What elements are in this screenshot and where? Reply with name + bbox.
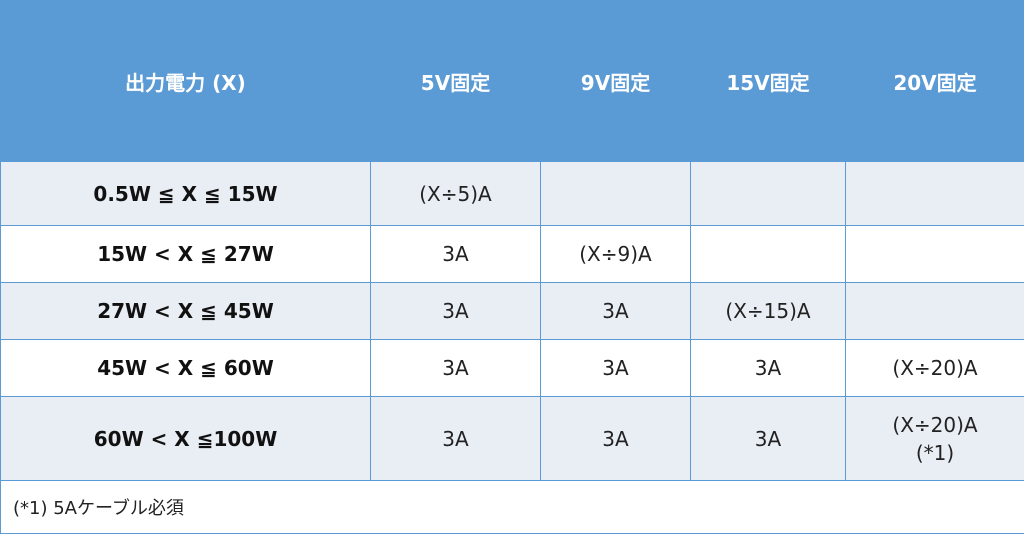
- cell-line: (*1): [915, 440, 955, 465]
- header-cell: 9V固定: [540, 0, 691, 162]
- row-label: 15W < X ≦ 27W: [0, 225, 371, 283]
- cell-line: (X÷20)A: [892, 412, 978, 437]
- cell: 3A: [690, 339, 846, 397]
- empty-cell: [690, 161, 846, 226]
- cell: 3A: [370, 225, 541, 283]
- cell: (X÷20)A: [845, 339, 1024, 397]
- cell: (X÷15)A: [690, 282, 846, 340]
- empty-cell: [690, 225, 846, 283]
- cell: 3A: [540, 396, 691, 481]
- header-cell: 15V固定: [690, 0, 846, 162]
- header-row: 出力電力 (X) 5V固定 9V固定 15V固定 20V固定: [0, 0, 1024, 162]
- cell: 3A: [370, 396, 541, 481]
- cell: (X÷20)A (*1): [845, 396, 1024, 481]
- cell: 3A: [540, 339, 691, 397]
- footnote-row: (*1) 5Aケーブル必須: [0, 480, 1024, 534]
- empty-cell: [540, 161, 691, 226]
- cell: 3A: [370, 339, 541, 397]
- cell: 3A: [370, 282, 541, 340]
- footnote: (*1) 5Aケーブル必須: [0, 480, 1024, 534]
- cell: 3A: [690, 396, 846, 481]
- row-label: 0.5W ≦ X ≦ 15W: [0, 161, 371, 226]
- table-body: 0.5W ≦ X ≦ 15W (X÷5)A 15W < X ≦ 27W 3A (X÷9)…: [0, 161, 1024, 534]
- header-cell: 5V固定: [370, 0, 541, 162]
- empty-cell: [845, 225, 1024, 283]
- table-row: 15W < X ≦ 27W 3A (X÷9)A: [0, 225, 1024, 283]
- table-row: 45W < X ≦ 60W 3A 3A 3A (X÷20)A: [0, 339, 1024, 397]
- row-label: 60W < X ≦100W: [0, 396, 371, 481]
- empty-cell: [845, 282, 1024, 340]
- empty-cell: [845, 161, 1024, 226]
- row-label: 27W < X ≦ 45W: [0, 282, 371, 340]
- table-row: 0.5W ≦ X ≦ 15W (X÷5)A: [0, 161, 1024, 226]
- cell: (X÷5)A: [370, 161, 541, 226]
- header-cell: 20V固定: [845, 0, 1024, 162]
- header-cell: 出力電力 (X): [0, 0, 371, 162]
- table-row: 27W < X ≦ 45W 3A 3A (X÷15)A: [0, 282, 1024, 340]
- table-row: 60W < X ≦100W 3A 3A 3A (X÷20)A (*1): [0, 396, 1024, 481]
- cell: 3A: [540, 282, 691, 340]
- cell: (X÷9)A: [540, 225, 691, 283]
- row-label: 45W < X ≦ 60W: [0, 339, 371, 397]
